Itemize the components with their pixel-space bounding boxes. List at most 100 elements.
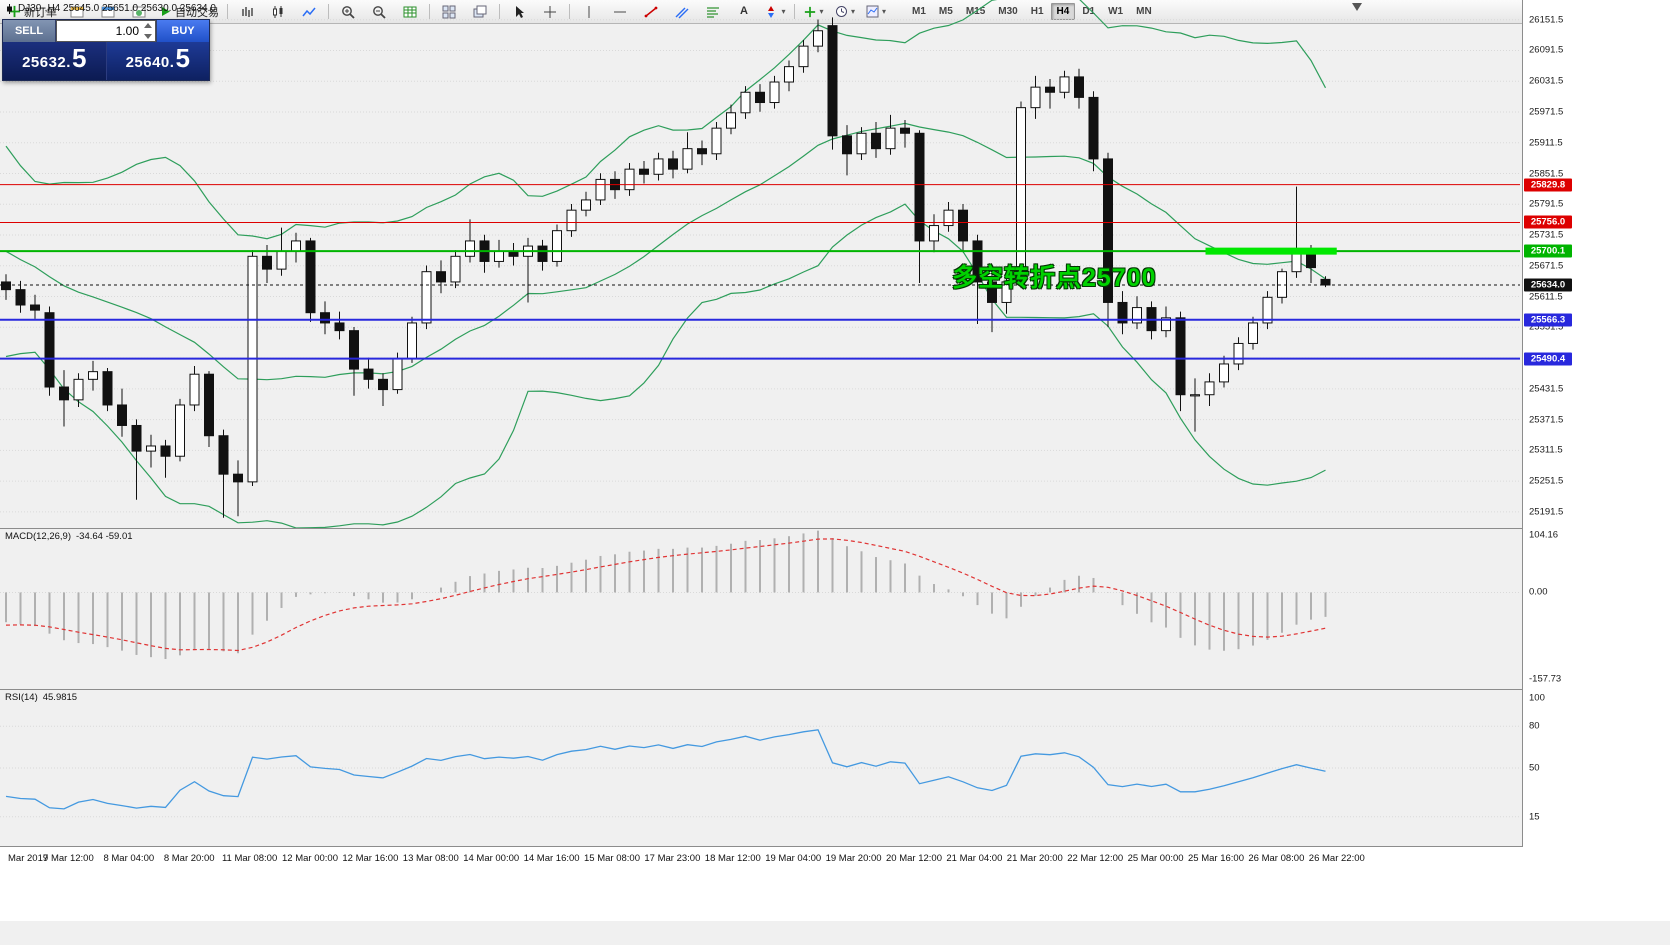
vertical-line-button[interactable] xyxy=(574,1,604,23)
timeframe-h1[interactable]: H1 xyxy=(1030,6,1044,17)
time-label: Mar 2019 xyxy=(8,853,49,864)
chart-annotation-text[interactable]: 多空转折点25700 xyxy=(952,264,1157,292)
panel-splitter[interactable] xyxy=(0,528,1670,529)
market-watch-button[interactable] xyxy=(93,1,123,23)
main-chart-canvas xyxy=(0,0,1520,528)
trendline-button[interactable] xyxy=(636,1,666,23)
templates-button[interactable]: ▾ xyxy=(861,1,891,23)
cascade-windows-icon xyxy=(473,5,487,19)
one-click-trading-panel: SELL 1.00 BUY 25632. 5 256 xyxy=(2,19,210,81)
main-chart[interactable]: DJ30-,H4 25645.0 25651.0 25630.0 25634.0… xyxy=(0,0,1522,528)
scale-label: 25851.5 xyxy=(1529,168,1564,180)
rsi-name: RSI(14) xyxy=(5,692,38,703)
time-label: 13 Mar 08:00 xyxy=(402,853,459,864)
price-tag: 25829.8 xyxy=(1524,178,1572,192)
time-label: 18 Mar 12:00 xyxy=(704,853,761,864)
time-label: 14 Mar 00:00 xyxy=(463,853,520,864)
arrows-icon xyxy=(764,5,778,19)
channel-icon xyxy=(675,5,689,19)
add-indicator-button[interactable]: ▾ xyxy=(799,1,829,23)
toolbar-separator xyxy=(569,4,570,19)
trendline-icon xyxy=(644,5,658,19)
charts-icon xyxy=(70,5,84,19)
cascade-windows-button[interactable] xyxy=(465,1,495,23)
autotrading-icon xyxy=(159,5,172,18)
toolbar-separator xyxy=(499,4,500,19)
fibonacci-button[interactable] xyxy=(698,1,728,23)
sell-price-main: 25632. xyxy=(22,54,71,71)
zoom-out-icon xyxy=(372,5,386,19)
arrows-button[interactable]: ▾ xyxy=(760,1,790,23)
periods-button[interactable]: ▾ xyxy=(830,1,860,23)
stepper-up-icon[interactable] xyxy=(143,23,152,28)
horizontal-line-icon xyxy=(613,5,627,19)
crosshair-icon xyxy=(543,5,557,19)
time-label: 19 Mar 20:00 xyxy=(825,853,882,864)
zoom-in-icon xyxy=(341,5,355,19)
time-label: 14 Mar 16:00 xyxy=(523,853,580,864)
panel-splitter[interactable] xyxy=(0,689,1670,690)
sell-button[interactable]: SELL xyxy=(3,20,56,42)
stepper-down-icon[interactable] xyxy=(143,34,152,39)
buy-price-display[interactable]: 25640. 5 xyxy=(106,42,209,80)
tile-windows-button[interactable] xyxy=(434,1,464,23)
scale-label: 80 xyxy=(1529,720,1540,732)
rsi-panel[interactable]: RSI(14) 45.9815 xyxy=(0,690,1522,846)
scale-label: 25911.5 xyxy=(1529,137,1563,149)
navigator-button[interactable] xyxy=(124,1,154,23)
timeframe-m30[interactable]: M30 xyxy=(998,6,1018,17)
volume-input[interactable]: 1.00 xyxy=(56,20,156,42)
price-scale[interactable]: 26151.5 26091.5 26031.5 25971.5 25911.5 25851… xyxy=(1522,0,1670,847)
macd-name: MACD(12,26,9) xyxy=(5,531,71,542)
horizontal-line-button[interactable] xyxy=(605,1,635,23)
timeframe-m1[interactable]: M1 xyxy=(912,6,926,17)
time-label: 15 Mar 08:00 xyxy=(584,853,640,864)
crosshair-button[interactable] xyxy=(535,1,565,23)
buy-button[interactable]: BUY xyxy=(156,20,209,42)
scale-label: 26091.5 xyxy=(1529,44,1564,56)
rsi-value: 45.9815 xyxy=(42,692,78,703)
scale-label: 25671.5 xyxy=(1529,260,1564,272)
timeframe-mn[interactable]: MN xyxy=(1136,6,1152,17)
volume-stepper[interactable] xyxy=(142,23,153,39)
chevron-down-icon: ▾ xyxy=(850,7,855,16)
scale-label: 26151.5 xyxy=(1529,14,1564,26)
timeframe-d1[interactable]: D1 xyxy=(1082,6,1096,17)
candlestick-chart-button[interactable] xyxy=(263,1,293,23)
time-label: 22 Mar 12:00 xyxy=(1067,853,1124,864)
price-tag: 25634.0 xyxy=(1524,278,1572,292)
new-order-button[interactable]: 新订单 xyxy=(4,1,61,23)
timeframe-m5[interactable]: M5 xyxy=(938,6,953,17)
time-axis[interactable]: Mar 2019 7 Mar 12:00 8 Mar 04:00 8 Mar 20:0… xyxy=(0,847,1670,921)
bar-chart-button[interactable] xyxy=(232,1,262,23)
charts-button[interactable] xyxy=(62,1,92,23)
scale-label: 0.00 xyxy=(1529,586,1548,598)
time-label: 25 Mar 00:00 xyxy=(1127,853,1184,864)
scale-label: 25971.5 xyxy=(1529,106,1564,118)
scale-label: 25251.5 xyxy=(1529,475,1564,487)
panel-splitter[interactable] xyxy=(0,846,1670,847)
macd-values: -34.64 -59.01 xyxy=(76,531,133,542)
chart-ohlc-title: DJ30-,H4 25645.0 25651.0 25630.0 25634.0 xyxy=(5,3,216,14)
time-label: 21 Mar 20:00 xyxy=(1006,853,1063,864)
time-label: 8 Mar 04:00 xyxy=(103,853,155,864)
new-order-label: 新订单 xyxy=(24,6,57,19)
zoom-in-button[interactable] xyxy=(333,1,363,23)
indicators-grid-button[interactable] xyxy=(395,1,425,23)
macd-label: MACD(12,26,9) -34.64 -59.01 xyxy=(5,531,133,542)
macd-panel[interactable]: MACD(12,26,9) -34.64 -59.01 xyxy=(0,529,1522,689)
buy-price-main: 25640. xyxy=(125,54,175,71)
zoom-out-button[interactable] xyxy=(364,1,394,23)
navigator-icon xyxy=(132,5,146,19)
text-button[interactable]: A xyxy=(729,1,759,23)
scale-label: 100 xyxy=(1529,692,1545,704)
timeframe-w1[interactable]: W1 xyxy=(1108,6,1124,17)
line-chart-button[interactable] xyxy=(294,1,324,23)
channel-button[interactable] xyxy=(667,1,697,23)
toolbar-separator xyxy=(328,4,329,19)
market-watch-icon xyxy=(101,5,115,19)
autotrading-button[interactable]: 自动交易 xyxy=(155,1,223,23)
cursor-button[interactable] xyxy=(504,1,534,23)
sell-price-display[interactable]: 25632. 5 xyxy=(3,42,107,80)
scale-label: 25431.5 xyxy=(1529,383,1564,395)
